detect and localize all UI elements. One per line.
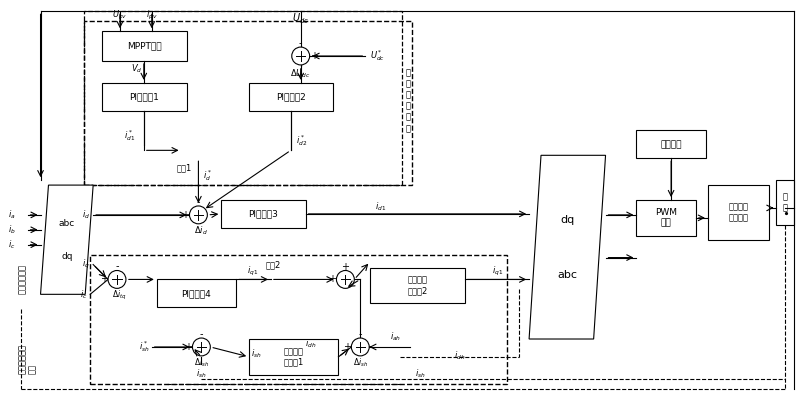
Text: $i_{q1}$: $i_{q1}$ (247, 265, 258, 278)
Text: $i_{sh}$: $i_{sh}$ (251, 348, 262, 360)
Text: dq: dq (61, 252, 73, 260)
Text: $i_c$: $i_c$ (8, 239, 15, 251)
Text: $i^*_d$: $i^*_d$ (203, 168, 212, 183)
Text: -: - (358, 329, 362, 339)
FancyBboxPatch shape (102, 31, 186, 61)
Text: +: + (100, 274, 108, 284)
Text: $i^*_{d2}$: $i^*_{d2}$ (296, 133, 307, 148)
Text: 有
动
控
制
支
路: 有 动 控 制 支 路 (406, 68, 410, 133)
Text: 开关2: 开关2 (266, 260, 281, 269)
Text: 递推积分
控制器1: 递推积分 控制器1 (284, 347, 304, 366)
FancyBboxPatch shape (708, 185, 770, 240)
Text: $\Delta i_{sh}$: $\Delta i_{sh}$ (194, 357, 209, 369)
Text: 三相电压
型逆变器: 三相电压 型逆变器 (729, 203, 749, 222)
Text: $U_{pv}$: $U_{pv}$ (112, 10, 128, 23)
Text: $i_b$: $i_b$ (8, 224, 15, 236)
Polygon shape (529, 155, 606, 339)
Text: abc: abc (558, 270, 578, 280)
Circle shape (351, 338, 370, 356)
Text: PI控制器3: PI控制器3 (249, 209, 278, 218)
Text: $\Delta U_{dc}$: $\Delta U_{dc}$ (290, 67, 311, 80)
FancyBboxPatch shape (370, 268, 465, 303)
Text: PI控制器1: PI控制器1 (130, 92, 159, 101)
Text: PWM
调制: PWM 调制 (655, 208, 677, 227)
Text: PI控制器2: PI控制器2 (276, 92, 306, 101)
Text: $i_{pv}$: $i_{pv}$ (146, 10, 158, 23)
FancyBboxPatch shape (636, 131, 706, 158)
Text: 谐波双环控制
支路: 谐波双环控制 支路 (18, 344, 37, 374)
Text: $i_d$: $i_d$ (82, 209, 90, 221)
Text: abc: abc (58, 219, 75, 228)
Text: $\Delta i_d$: $\Delta i_d$ (194, 225, 207, 237)
Polygon shape (41, 185, 93, 294)
Text: $i_a$: $i_a$ (8, 209, 15, 221)
FancyBboxPatch shape (249, 83, 334, 111)
Text: $i_{dh}$: $i_{dh}$ (454, 350, 466, 362)
Text: MPPT算法: MPPT算法 (127, 42, 162, 50)
Circle shape (292, 47, 310, 65)
Circle shape (193, 338, 210, 356)
Circle shape (337, 270, 354, 288)
Text: $\overline{U}_{dc}$: $\overline{U}_{dc}$ (292, 10, 310, 25)
Text: 无功控制支路: 无功控制支路 (18, 264, 26, 295)
Text: 三角载波: 三角载波 (660, 140, 682, 149)
FancyBboxPatch shape (249, 339, 338, 375)
Text: $i_{ah}$: $i_{ah}$ (390, 331, 402, 343)
Text: +: + (182, 210, 190, 220)
Text: PI控制器4: PI控制器4 (182, 289, 211, 298)
Text: +: + (310, 51, 318, 61)
Text: $V_d$: $V_d$ (131, 63, 142, 75)
Text: +: + (342, 262, 350, 272)
Text: 开关1: 开关1 (177, 164, 192, 173)
Circle shape (190, 206, 207, 224)
Text: dq: dq (560, 215, 574, 225)
FancyBboxPatch shape (636, 200, 696, 236)
Text: $i_q$: $i_q$ (82, 258, 90, 271)
FancyBboxPatch shape (222, 200, 306, 228)
Text: $i_{sh}$: $i_{sh}$ (414, 368, 426, 380)
Text: -: - (299, 38, 302, 48)
Text: -: - (200, 329, 203, 339)
FancyBboxPatch shape (776, 180, 794, 225)
Text: +: + (185, 342, 193, 352)
Text: $i^*_{sh}$: $i^*_{sh}$ (139, 339, 150, 355)
Text: $U^*_{dc}$: $U^*_{dc}$ (370, 48, 386, 64)
FancyBboxPatch shape (157, 279, 236, 307)
Text: -: - (197, 197, 200, 207)
Text: $i_{d1}$: $i_{d1}$ (374, 201, 386, 213)
Text: $i_{dh}$: $i_{dh}$ (305, 338, 316, 350)
Text: -: - (115, 262, 118, 272)
Text: 递推积分
控制器2: 递推积分 控制器2 (407, 276, 427, 295)
Text: $\Delta i_{sh}$: $\Delta i_{sh}$ (353, 357, 368, 369)
Text: $\bullet$: $\bullet$ (782, 208, 789, 218)
Text: 微
网: 微 网 (782, 193, 788, 212)
FancyBboxPatch shape (102, 83, 186, 111)
Circle shape (108, 270, 126, 288)
Text: +: + (343, 342, 351, 352)
Text: $\Delta i_{tq}$: $\Delta i_{tq}$ (112, 289, 126, 302)
Text: +: + (329, 274, 337, 284)
Text: $i_c$: $i_c$ (80, 288, 87, 301)
Text: $i_{q1}$: $i_{q1}$ (492, 265, 503, 278)
Text: $i_{sh}$: $i_{sh}$ (196, 368, 206, 380)
Text: $i^*_{d1}$: $i^*_{d1}$ (124, 128, 135, 143)
